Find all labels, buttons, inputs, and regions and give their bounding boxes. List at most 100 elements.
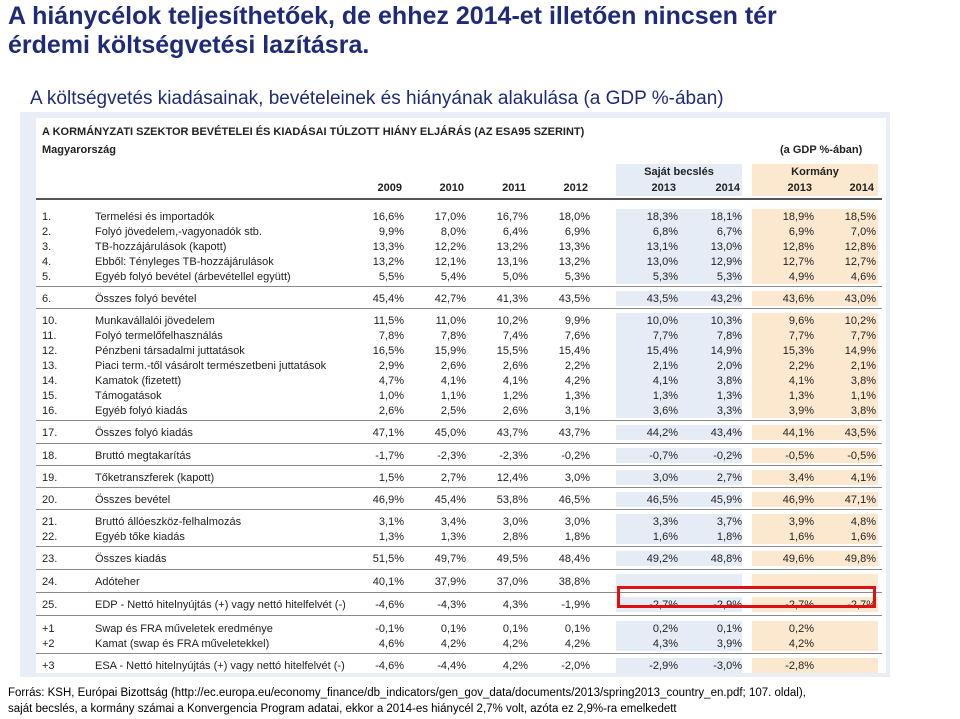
row-value: 2,7% — [716, 472, 742, 484]
row-value: 18,1% — [710, 211, 742, 223]
row-value: -3,0% — [713, 660, 742, 672]
row-value: 3,9% — [788, 405, 814, 417]
row-value: 13,0% — [646, 256, 678, 268]
own-estimate-cell-bg — [616, 209, 742, 224]
own-estimate-cell-bg — [616, 313, 742, 328]
year-header: 2014 — [849, 182, 874, 194]
row-value: 10,3% — [710, 315, 742, 327]
row-value: 6,9% — [564, 226, 590, 238]
row-value: 4,1% — [502, 375, 528, 387]
row-value: 3,3% — [716, 405, 742, 417]
own-estimate-cell-bg — [616, 448, 742, 463]
row-value: 37,9% — [434, 576, 466, 588]
row-value: 7,8% — [716, 330, 742, 342]
row-separator — [36, 546, 882, 547]
row-value: 43,5% — [558, 293, 590, 305]
own-estimate-cell-bg — [616, 574, 742, 589]
row-number: 16. — [42, 405, 58, 417]
row-value: 1,6% — [652, 531, 678, 543]
row-value: 49,2% — [646, 553, 678, 565]
row-value: 47,1% — [372, 427, 404, 439]
row-value: 46,9% — [782, 494, 814, 506]
row-value: 43,2% — [710, 293, 742, 305]
own-estimate-cell-bg — [616, 551, 742, 566]
row-value: 43,5% — [844, 427, 876, 439]
row-value: 4,3% — [652, 638, 678, 650]
row-value: 4,2% — [788, 638, 814, 650]
row-value: 4,2% — [502, 638, 528, 650]
row-label: Támogatások — [95, 390, 162, 402]
row-value: 44,2% — [646, 427, 678, 439]
row-value: -1,9% — [561, 599, 590, 611]
row-label: Kamat (swap és FRA műveletekkel) — [95, 638, 270, 650]
row-label: EDP - Nettó hitelnyújtás (+) vagy nettó … — [95, 599, 346, 611]
row-value: 2,6% — [378, 405, 404, 417]
row-value: 12,7% — [782, 256, 814, 268]
row-value: 48,8% — [710, 553, 742, 565]
government-cell-bg — [752, 209, 878, 224]
own-estimate-cell-bg — [616, 328, 742, 343]
row-label: Pénzbeni társadalmi juttatások — [95, 345, 245, 357]
row-value: 3,1% — [378, 516, 404, 528]
row-value: 1,1% — [440, 390, 466, 402]
row-value: 9,6% — [788, 315, 814, 327]
row-value: 3,3% — [652, 516, 678, 528]
row-value: 7,7% — [652, 330, 678, 342]
row-value: 4,1% — [850, 472, 876, 484]
row-value: -1,7% — [375, 450, 404, 462]
row-value: 13,3% — [372, 241, 404, 253]
row-value: 7,0% — [850, 226, 876, 238]
row-number: +3 — [42, 660, 55, 672]
own-estimate-cell-bg — [616, 224, 742, 239]
row-value: 41,3% — [496, 293, 528, 305]
row-value: 3,0% — [564, 472, 590, 484]
row-value: 4,6% — [850, 271, 876, 283]
row-value: 51,5% — [372, 553, 404, 565]
subtitle-unit: (a GDP %-ában) — [583, 88, 724, 109]
group-header-government — [752, 164, 878, 196]
row-value: 3,0% — [502, 516, 528, 528]
table-unit: (a GDP %-ában) — [780, 144, 863, 156]
row-number: 19. — [42, 472, 58, 484]
row-value: 6,8% — [652, 226, 678, 238]
row-value: 5,5% — [378, 271, 404, 283]
row-label: Munkavállalói jövedelem — [95, 315, 215, 327]
government-cell-bg — [752, 328, 878, 343]
row-value: 2,2% — [564, 360, 590, 372]
row-label: Összes kiadás — [95, 553, 167, 565]
row-value: 3,6% — [652, 405, 678, 417]
row-separator — [36, 653, 882, 654]
deficit-highlight-box — [617, 586, 876, 608]
row-value: 49,6% — [782, 553, 814, 565]
row-value: 10,2% — [844, 315, 876, 327]
government-cell-bg — [752, 403, 878, 418]
row-value: -2,3% — [437, 450, 466, 462]
own-estimate-cell-bg — [616, 291, 742, 306]
row-separator — [36, 286, 882, 287]
own-estimate-cell-bg — [616, 403, 742, 418]
row-value: 13,2% — [558, 256, 590, 268]
row-value: 1,3% — [652, 390, 678, 402]
row-number: 18. — [42, 450, 58, 462]
government-cell-bg — [752, 373, 878, 388]
government-cell-bg — [752, 343, 878, 358]
row-value: 7,6% — [564, 330, 590, 342]
row-value: -4,6% — [375, 599, 404, 611]
row-value: 3,9% — [716, 638, 742, 650]
row-number: 17. — [42, 427, 58, 439]
row-number: 21. — [42, 516, 58, 528]
row-value: 7,4% — [502, 330, 528, 342]
row-value: 0,2% — [788, 623, 814, 635]
row-value: 13,1% — [646, 241, 678, 253]
row-value: 40,1% — [372, 576, 404, 588]
government-cell-bg — [752, 388, 878, 403]
slide-title-line2: érdemi költségvetési lazításra. — [8, 31, 370, 59]
government-cell-bg — [752, 313, 878, 328]
row-value: 4,1% — [788, 375, 814, 387]
footer-line2: saját becslés, a kormány számai a Konver… — [8, 703, 677, 715]
row-value: 2,8% — [502, 531, 528, 543]
row-number: 24. — [42, 576, 58, 588]
own-estimate-cell-bg — [616, 343, 742, 358]
row-label: Termelési és importadók — [95, 211, 215, 223]
row-value: 4,3% — [502, 599, 528, 611]
